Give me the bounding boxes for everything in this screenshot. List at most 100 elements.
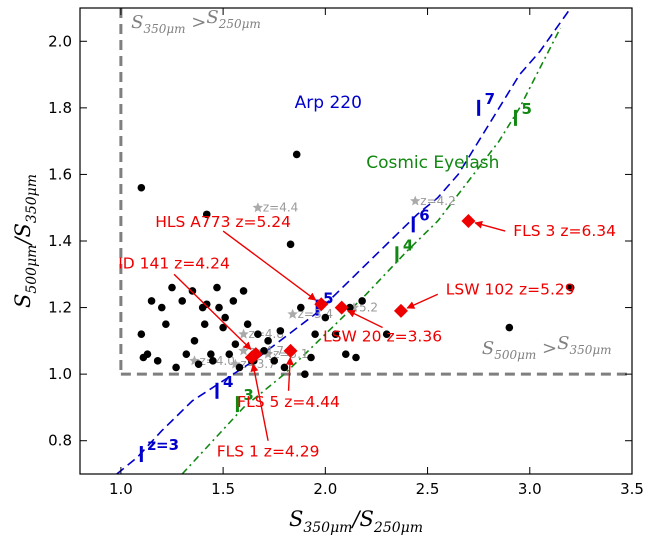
x-axis-label: S350μm/S250μm — [289, 507, 423, 536]
grey-star-label: z=4.0 — [199, 354, 234, 368]
red-diamond — [461, 214, 476, 229]
black-point — [209, 357, 217, 365]
black-point — [307, 353, 315, 362]
axis-labels: S350μm/S250μm S500μm/S350μm — [11, 174, 423, 536]
black-point — [190, 337, 199, 345]
black-point — [162, 320, 170, 329]
cosmic-eyelash-redshift-label: 3 — [243, 386, 253, 404]
arp-220-track-line — [116, 7, 572, 475]
red-diamond — [393, 303, 408, 318]
grey-star-label: z=4.2 — [420, 194, 455, 208]
black-point — [178, 297, 187, 305]
black-point — [280, 363, 289, 372]
black-point — [358, 297, 366, 305]
red-diamond — [334, 300, 349, 315]
red-source-label: FLS 5 z=4.44 — [237, 393, 340, 411]
black-point — [221, 313, 229, 322]
black-point — [311, 330, 319, 339]
annotation-arrow — [474, 220, 506, 232]
grey-star — [410, 195, 421, 206]
black-point — [213, 283, 221, 292]
black-point — [286, 240, 295, 249]
y-tick-label: 1.2 — [48, 299, 72, 317]
black-point — [270, 357, 279, 365]
black-point — [292, 150, 301, 159]
black-point — [231, 340, 240, 348]
black-point — [157, 303, 166, 312]
black-point — [260, 347, 268, 355]
red-diamond — [314, 297, 329, 312]
black-point — [137, 330, 146, 339]
plot-border — [79, 7, 633, 475]
black-points — [137, 150, 575, 378]
black-point — [239, 287, 248, 295]
black-point — [331, 330, 340, 339]
black-point — [352, 353, 360, 362]
x-tick-label: 1.0 — [109, 480, 133, 498]
cosmic-eyelash-track-name: Cosmic Eyelash — [366, 153, 499, 173]
black-point — [276, 327, 285, 335]
y-tick-label: 1.4 — [48, 232, 72, 250]
black-point — [215, 303, 223, 312]
annotation-arrow — [250, 363, 269, 441]
black-point — [382, 330, 391, 339]
arp-220-redshift-label: 6 — [419, 206, 429, 224]
region-boundaries: S350μm >S250μm S500μm >S350μm — [119, 7, 632, 376]
black-point — [137, 183, 146, 192]
red-source-label: HLS A773 z=5.24 — [155, 213, 291, 231]
y-tick-label: 1.0 — [48, 365, 72, 383]
grey-star — [252, 202, 264, 213]
axis-ticks: 1.0 1.5 2.0 2.5 3.0 3.5 0.8 1.0 1.2 1.4 1.6 1.8 2.0 — [48, 8, 644, 498]
black-point — [321, 313, 330, 322]
x-tick-label: 3.5 — [620, 480, 644, 498]
black-point — [168, 283, 176, 292]
arp-220-track-name: Arp 220 — [295, 93, 362, 113]
black-point — [202, 210, 211, 219]
black-point — [188, 287, 197, 295]
black-point — [153, 357, 162, 365]
black-point — [243, 320, 252, 329]
cosmic-eyelash-track-line — [181, 27, 562, 475]
region-label-350-gt-250: S350μm >S250μm — [131, 7, 261, 36]
black-point — [229, 297, 238, 305]
black-point — [207, 350, 215, 358]
black-point — [182, 350, 191, 358]
arp-220-redshift-label: 5 — [323, 290, 333, 308]
black-point — [194, 360, 203, 368]
red-source-label: FLS 1 z=4.29 — [217, 443, 320, 461]
y-tick-label: 1.8 — [48, 99, 72, 117]
y-tick-label: 0.8 — [48, 432, 72, 450]
black-point — [172, 363, 180, 372]
annotation-arrow — [222, 230, 317, 301]
black-point — [566, 283, 575, 292]
grey-star-label: z=4.4 — [263, 201, 298, 215]
red-source-label: ID 141 z=4.24 — [118, 254, 230, 272]
black-point — [147, 297, 156, 305]
red-diamond — [283, 343, 298, 358]
x-tick-label: 3.0 — [518, 480, 542, 498]
black-point — [346, 303, 354, 312]
red-source-label: LSW 20 z=3.36 — [323, 328, 442, 346]
grey-star — [262, 348, 274, 359]
x-tick-label: 2.0 — [313, 480, 337, 498]
black-point — [254, 330, 262, 339]
arp-220-redshift-label: z=3 — [147, 436, 179, 454]
plot-frame — [79, 7, 633, 475]
grey-star — [238, 345, 249, 356]
y-axis-label: S500μm/S350μm — [11, 174, 40, 308]
black-point — [143, 350, 152, 358]
black-point — [297, 303, 305, 312]
x-tick-label: 2.5 — [416, 480, 440, 498]
grey-star — [287, 308, 298, 319]
annotation-arrow — [285, 356, 294, 391]
black-point — [264, 337, 272, 345]
arp-220-redshift-label: 4 — [223, 373, 233, 391]
annotation-arrow — [347, 310, 383, 329]
red-highlight-points: HLS A773 z=5.24 FLS 3 z=6.34 ID 141 z=4.24… — [118, 213, 616, 461]
grey-star — [189, 355, 200, 366]
red-source-label: LSW 102 z=5.29 — [446, 280, 575, 298]
black-point — [235, 363, 244, 372]
